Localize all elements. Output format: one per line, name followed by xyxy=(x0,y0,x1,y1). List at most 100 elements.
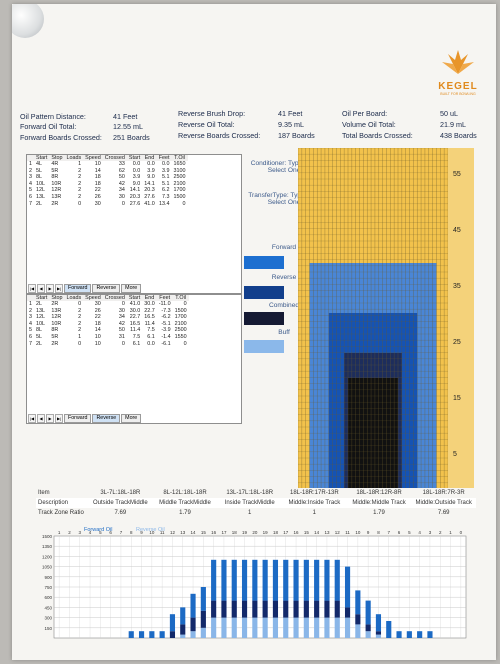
tab-reverse[interactable]: Reverse xyxy=(92,284,121,293)
forward-oil-bar xyxy=(283,559,289,601)
table-row[interactable]: 7 2L 2R 0 30 0 27.6 41.0 13.4 0 xyxy=(27,201,188,208)
x-tick-label: 7 xyxy=(120,530,123,535)
table-cell: 62 xyxy=(118,167,125,174)
last-record-button[interactable]: ▶| xyxy=(55,284,63,293)
table-cell: 11.4 xyxy=(144,320,155,327)
table-row[interactable]: 3 8L 8R 2 18 50 3.9 9.0 5.1 2500 xyxy=(27,174,188,181)
table-row[interactable]: 7 2L 2R 0 10 0 6.1 0.0 -6.1 0 xyxy=(27,341,189,348)
item-cell: 18L-18R:17R-13R xyxy=(290,490,339,496)
table-cell: 13R xyxy=(51,307,62,314)
table-row[interactable]: 6 5L 5R 1 10 31 7.5 6.1 -1.4 1550 xyxy=(27,334,189,341)
table-cell: 11.4 xyxy=(130,327,141,334)
table-cell: 2 xyxy=(78,180,82,187)
forward-oil-bar xyxy=(375,614,382,632)
table-cell: 13.4 xyxy=(159,200,170,207)
table-row[interactable]: 1 2L 2R 0 30 0 41.0 30.0 -11.0 0 xyxy=(27,301,189,308)
prev-record-button[interactable]: ◀ xyxy=(37,284,45,293)
next-record-button[interactable]: ▶ xyxy=(46,284,54,293)
table-cell: 30 xyxy=(118,193,125,200)
first-record-button[interactable]: |◀ xyxy=(28,414,36,423)
tab-forward[interactable]: Forward xyxy=(64,414,92,423)
table-cell: 4 xyxy=(29,180,32,187)
combined-oil-bar xyxy=(365,624,371,632)
x-tick-label: 11 xyxy=(345,530,350,535)
table-row[interactable]: 4 10L 10R 2 18 42 9.0 14.1 5.1 2100 xyxy=(27,181,188,188)
total-boards-crossed-value: 438 Boards xyxy=(440,131,477,140)
item-cell: 13L-17L:18L-18R xyxy=(226,490,274,496)
legend-reverse-swatch xyxy=(244,286,284,299)
table-row[interactable]: 5 12L 12R 2 22 34 14.1 20.3 6.2 1700 xyxy=(27,187,188,194)
table-cell: 50 xyxy=(118,327,125,334)
table-cell: 2100 xyxy=(174,320,187,327)
table-row[interactable]: 6 13L 13R 2 26 30 20.3 27.6 7.3 1500 xyxy=(27,194,188,201)
combined-oil-bar xyxy=(169,631,176,638)
table-cell: 0.0 xyxy=(147,340,155,347)
distance-label: 55 xyxy=(453,171,461,178)
table-cell: 4 xyxy=(29,320,32,327)
oil-per-board-value: 50 uL xyxy=(440,109,458,118)
legend-forward-swatch xyxy=(244,256,284,269)
table-cell: 13L xyxy=(36,307,45,314)
tab-more[interactable]: More xyxy=(121,284,142,293)
table-row[interactable]: 4 10L 10R 2 18 42 16.5 11.4 -5.1 2100 xyxy=(27,321,189,328)
tab-forward[interactable]: Forward xyxy=(64,284,92,293)
legend-forward-label: Forward xyxy=(271,244,297,251)
table-cell: 2 xyxy=(78,174,82,181)
table-row[interactable]: 3 12L 12R 2 22 34 22.7 16.5 -6.2 1700 xyxy=(27,314,189,321)
tab-more[interactable]: More xyxy=(121,414,142,423)
table-cell: 7.5 xyxy=(132,333,141,340)
oil-pattern-distance-value: 41 Feet xyxy=(113,112,138,121)
column-header xyxy=(27,295,34,301)
column-header: T.Oil xyxy=(172,295,189,301)
conditioner-label: Conditioner: Type In or Select One xyxy=(250,160,318,174)
table-cell: 1500 xyxy=(174,307,187,314)
table-cell: 0 xyxy=(183,301,187,307)
table-cell: 3.9 xyxy=(162,167,170,174)
table-cell: 2R xyxy=(51,200,59,207)
prev-record-button[interactable]: ◀ xyxy=(37,414,45,423)
last-record-button[interactable]: ▶| xyxy=(55,414,63,423)
table-cell: 30 xyxy=(94,301,101,307)
forward-oil-bar xyxy=(169,614,176,632)
table-cell: 1500 xyxy=(173,193,186,200)
forward-oil-bar xyxy=(314,559,320,601)
reverse-steps-panel: Start Stop Loads Speed Crossed Start End Feet T.… xyxy=(26,294,242,424)
table-cell: 7 xyxy=(29,340,32,347)
reverse-oil-bar xyxy=(324,617,330,638)
table-cell: -6.1 xyxy=(161,340,171,347)
table-row[interactable]: 2 5L 5R 2 14 62 0.0 3.9 3.9 3100 xyxy=(27,168,188,175)
table-cell: 5.1 xyxy=(162,180,170,187)
tab-reverse[interactable]: Reverse xyxy=(92,414,121,423)
y-tick-label: 1350 xyxy=(42,544,53,549)
x-tick-label: 20 xyxy=(252,530,258,535)
x-tick-label: 19 xyxy=(242,530,248,535)
table-cell: 22.7 xyxy=(144,307,155,314)
oil-per-board-label: Oil Per Board: xyxy=(342,109,388,118)
table-cell: 22 xyxy=(94,187,101,194)
column-header: Start xyxy=(126,155,143,161)
table-cell: 18 xyxy=(94,174,101,181)
next-record-button[interactable]: ▶ xyxy=(46,414,54,423)
table-row[interactable]: 5 8L 8R 2 14 50 11.4 7.5 -3.9 2500 xyxy=(27,327,189,334)
ratio-cell: 1 xyxy=(248,510,252,516)
table-cell: 41.0 xyxy=(129,301,141,307)
oil-pattern-sheet: KEGEL BUILT FOR BOWLING Oil Pattern Dist… xyxy=(12,4,496,660)
table-row[interactable]: 1 4L 4R 1 10 33 0.0 0.0 0.0 1650 xyxy=(27,161,188,168)
table-cell: 0 xyxy=(182,200,186,207)
description-cell: Middle:Inside Track xyxy=(288,500,341,506)
table-row[interactable]: 2 13L 13R 2 26 30 30.0 22.7 -7.3 1500 xyxy=(27,308,189,315)
table-cell: 16.5 xyxy=(144,314,155,321)
item-header: Item xyxy=(38,490,50,496)
table-cell: 6.1 xyxy=(132,340,141,347)
x-tick-label: 10 xyxy=(149,530,155,535)
table-cell: 12R xyxy=(51,187,62,194)
first-record-button[interactable]: |◀ xyxy=(28,284,36,293)
table-cell: 0 xyxy=(121,340,125,347)
forward-oil-bar xyxy=(272,559,279,601)
distance-scale xyxy=(448,148,474,488)
table-cell: 2 xyxy=(78,167,82,174)
forward-oil-bar xyxy=(427,631,433,638)
reverse-oil-bar xyxy=(365,631,371,638)
table-cell: 3.9 xyxy=(132,174,141,181)
x-tick-label: 15 xyxy=(201,530,207,535)
